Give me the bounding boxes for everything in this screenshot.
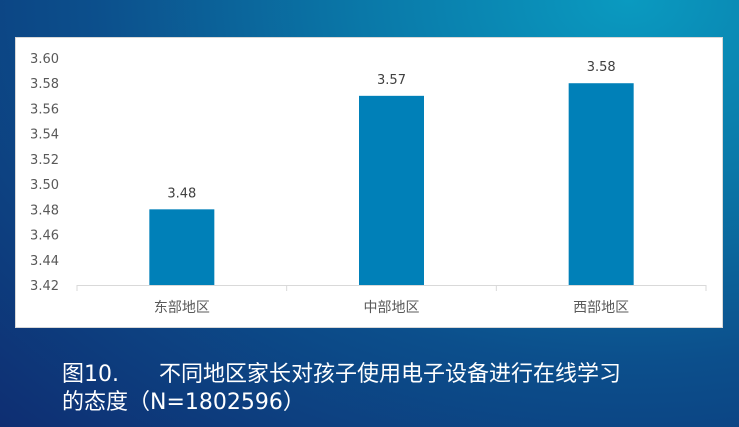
bar (568, 83, 634, 285)
y-tick-label: 3.46 (30, 229, 59, 244)
y-tick-label: 3.42 (30, 279, 59, 294)
y-tick-label: 3.52 (30, 153, 59, 168)
figure-caption: 图10. 不同地区家长对孩子使用电子设备进行在线学习 的态度（N=1802596） (62, 361, 621, 417)
bar (149, 209, 215, 285)
data-label: 3.57 (377, 73, 406, 88)
x-tick-label: 东部地区 (154, 300, 210, 316)
data-label: 3.48 (167, 186, 196, 201)
chart-panel: 3.42 3.44 3.46 3.48 3.50 3.52 3.54 3.56 3.58 3.60… (15, 37, 723, 328)
y-tick-label: 3.50 (30, 178, 59, 193)
y-tick-label: 3.54 (30, 128, 59, 143)
y-tick-label: 3.58 (30, 77, 59, 92)
y-tick-label: 3.60 (30, 52, 59, 67)
data-label: 3.58 (587, 60, 616, 75)
y-tick-label: 3.48 (30, 203, 59, 218)
bar-chart: 3.42 3.44 3.46 3.48 3.50 3.52 3.54 3.56 3.58 3.60… (30, 52, 707, 316)
y-tick-label: 3.56 (30, 102, 59, 117)
figure-number: 图10. (62, 362, 119, 387)
x-tick-label: 西部地区 (573, 300, 629, 316)
caption-line-1: 不同地区家长对孩子使用电子设备进行在线学习 (159, 362, 622, 387)
bar (359, 95, 424, 285)
y-tick-label: 3.44 (30, 254, 59, 269)
caption-line-2: 的态度（N=1802596） (62, 390, 305, 415)
x-tick-label: 中部地区 (364, 300, 420, 316)
